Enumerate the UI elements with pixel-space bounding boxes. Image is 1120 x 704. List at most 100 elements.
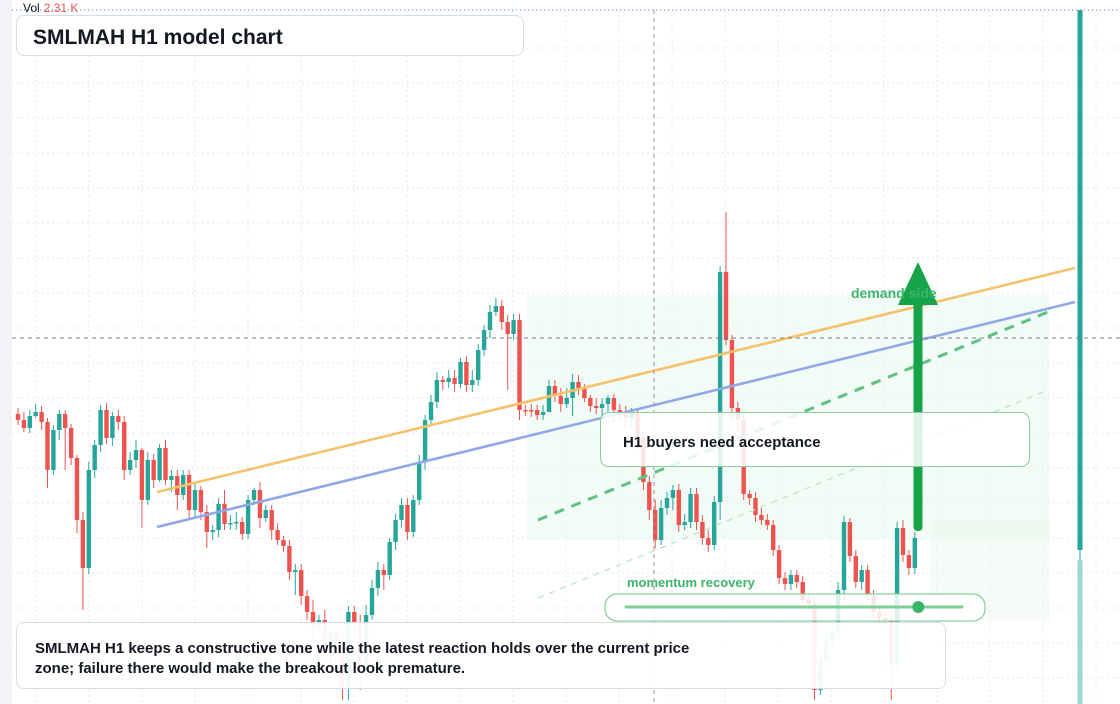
candle-body [576, 382, 581, 388]
price-axis-strip [0, 0, 12, 704]
candle-body [428, 402, 434, 420]
candle-body [517, 320, 522, 410]
candle-body [723, 272, 729, 340]
candle-body [222, 504, 227, 524]
candle-body [487, 312, 493, 330]
commentary-box: SMLMAH H1 keeps a constructive tone whil… [16, 622, 946, 689]
candle-body [853, 556, 858, 582]
candle-body [293, 570, 298, 572]
candle-body [57, 414, 62, 430]
candle-body [51, 430, 56, 470]
candle-body [198, 490, 204, 512]
candle-body [422, 420, 428, 462]
candle-body [529, 410, 534, 412]
volume-readout: Vol 2.31 K [23, 1, 78, 15]
candle-body [458, 362, 463, 384]
candle-body [682, 522, 687, 525]
volume-value: 2.31 K [43, 1, 79, 15]
candle-body [15, 414, 21, 420]
candle-body [204, 512, 209, 532]
candle-body [186, 475, 192, 510]
candle-body [505, 322, 510, 334]
candle-body [859, 570, 864, 582]
chart-title: SMLMAH H1 model chart [33, 26, 283, 49]
candle-body [163, 448, 168, 480]
candle-body [800, 582, 805, 600]
candle-body [511, 320, 516, 334]
candle-body [251, 490, 257, 500]
candle-body [782, 578, 788, 584]
candle-body [139, 450, 145, 500]
candle-body [706, 538, 711, 545]
candle-body [393, 520, 398, 542]
candle-body [753, 498, 758, 515]
candle-body [617, 410, 622, 412]
candle-body [688, 494, 693, 522]
candle-body [788, 575, 794, 584]
crosshair [12, 10, 1120, 704]
candle-body [157, 448, 162, 480]
candle-body [86, 470, 91, 568]
candle-body [287, 546, 292, 572]
candle-body [470, 380, 475, 385]
candle-body [169, 476, 174, 480]
candle-body [700, 522, 705, 538]
candle-body [80, 520, 86, 568]
candle-body [21, 420, 27, 428]
candle-body [552, 386, 558, 396]
candle-body [765, 520, 770, 525]
candle-body [729, 340, 735, 408]
candle-body [434, 380, 440, 402]
candle-body [446, 378, 451, 382]
candle-body [535, 410, 540, 415]
candle-body [240, 522, 245, 534]
candle-body [281, 540, 286, 546]
candle-body [776, 550, 782, 578]
candle-body [175, 476, 180, 495]
candle-body [712, 502, 717, 545]
candle-body [387, 542, 392, 575]
candle-body [133, 450, 139, 460]
candle-body [540, 412, 546, 415]
candle-body [269, 510, 274, 530]
candle-body [476, 350, 481, 380]
candle-body [588, 398, 593, 406]
candle-body [263, 510, 268, 518]
demand-arrow-head [898, 262, 938, 305]
candle-body [110, 416, 115, 438]
candle-body [68, 428, 74, 458]
candle-body [145, 460, 150, 500]
candle-body [759, 515, 764, 520]
candle-body [104, 410, 109, 438]
candle-body [210, 530, 215, 532]
candle-body [275, 530, 280, 540]
acceptance-callout: H1 buyers need acceptance [600, 412, 1030, 467]
candle-body [676, 490, 681, 525]
candle-body [847, 522, 853, 556]
candle-body [464, 362, 469, 385]
candle-body [594, 406, 599, 408]
momentum-knob [912, 601, 925, 613]
volume-label: Vol [23, 1, 40, 15]
candle-body [582, 388, 587, 398]
candle-body [717, 272, 723, 502]
commentary-text: SMLMAH H1 keeps a constructive tone whil… [35, 640, 690, 677]
candle-body [658, 508, 664, 540]
candle-body [405, 505, 410, 532]
candle-body [304, 596, 310, 612]
candle-body [369, 588, 375, 615]
candle-body [74, 458, 80, 520]
candle-body [92, 445, 97, 470]
candle-body [599, 404, 605, 408]
candle-body [499, 306, 504, 322]
candle-body [122, 422, 127, 470]
last-candle-volume [1077, 560, 1083, 704]
candle-body [63, 414, 68, 428]
candle-body [33, 412, 38, 416]
candle-body [912, 538, 917, 568]
chart-title-box: SMLMAH H1 model chart [16, 15, 524, 56]
candle-body [841, 522, 847, 590]
momentum-slider [604, 593, 986, 622]
candle-body [375, 570, 381, 588]
